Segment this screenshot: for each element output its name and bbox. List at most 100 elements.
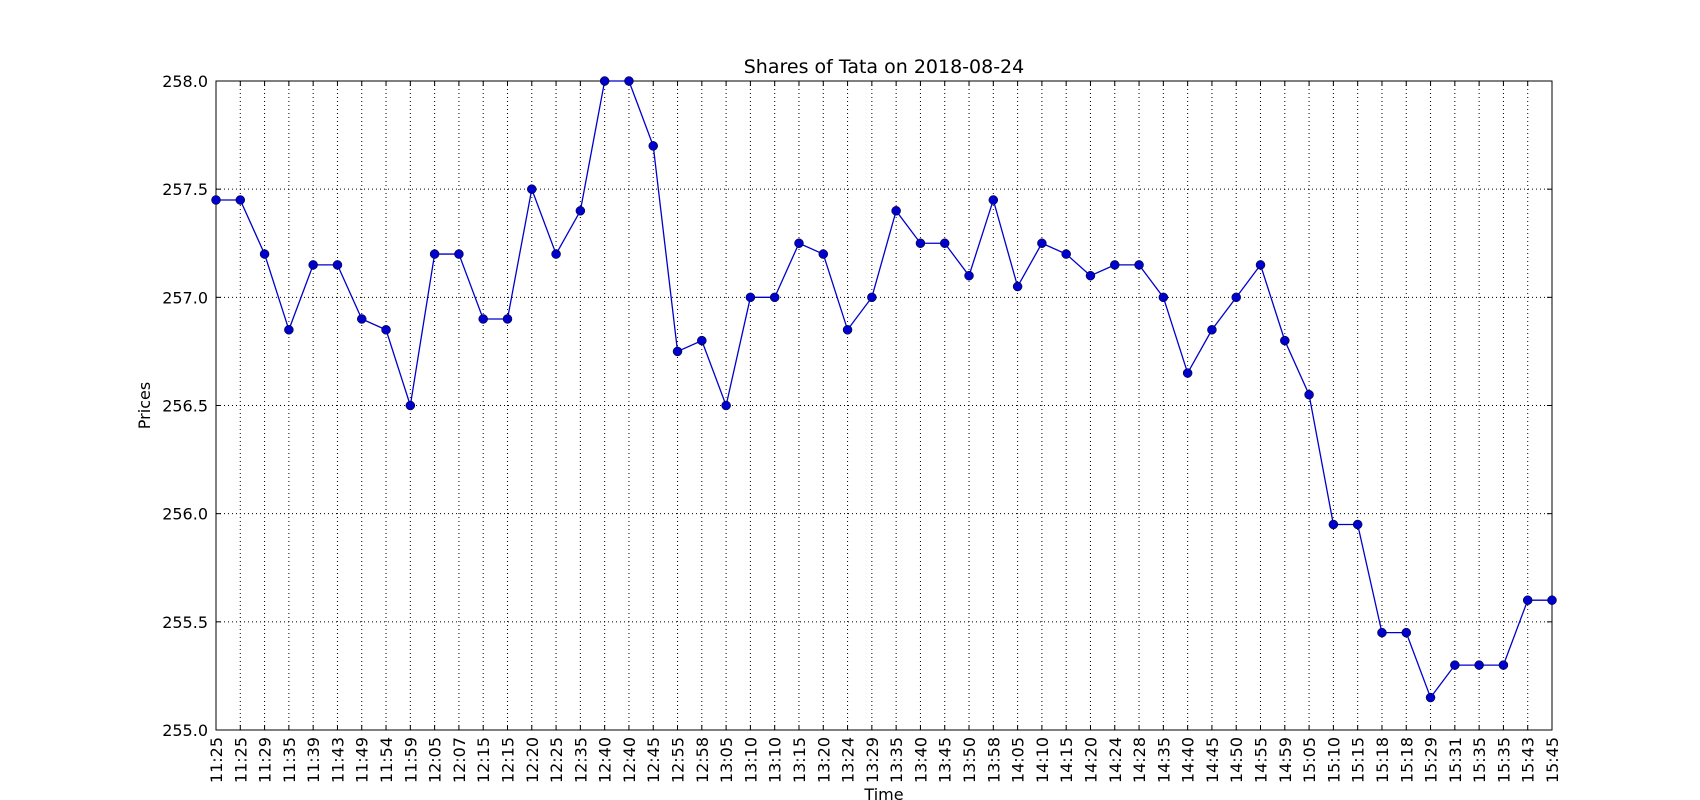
x-tick-label: 12:58 xyxy=(693,737,712,783)
x-tick-label: 14:50 xyxy=(1227,737,1246,783)
data-point xyxy=(1450,660,1460,670)
data-point xyxy=(454,249,464,259)
data-point xyxy=(697,335,707,346)
data-point xyxy=(1207,325,1217,335)
data-point xyxy=(624,76,634,86)
x-tick-label: 15:10 xyxy=(1324,737,1343,783)
x-tick-label: 14:55 xyxy=(1252,737,1271,783)
data-point xyxy=(939,238,950,248)
x-tick-label: 11:35 xyxy=(280,737,299,783)
x-tick-label: 15:35 xyxy=(1494,737,1513,783)
x-tick-label: 12:25 xyxy=(547,737,566,783)
data-point xyxy=(891,206,901,216)
x-tick-label: 13:35 xyxy=(887,737,906,783)
data-point xyxy=(1401,627,1412,638)
data-point xyxy=(332,260,343,270)
data-point xyxy=(1425,692,1436,703)
data-point xyxy=(381,325,391,335)
x-tick-label: 14:28 xyxy=(1130,737,1149,783)
x-tick-label: 11:25 xyxy=(231,737,250,783)
x-tick-label: 13:24 xyxy=(839,737,858,783)
x-tick-label: 12:20 xyxy=(523,737,542,783)
data-point xyxy=(1182,368,1193,378)
data-point xyxy=(915,238,926,248)
x-tick-label: 14:59 xyxy=(1276,737,1295,783)
y-tick-label: 258.0 xyxy=(162,72,208,91)
data-point xyxy=(769,292,780,303)
data-point xyxy=(405,400,416,411)
y-tick-label: 257.5 xyxy=(162,180,208,199)
data-point xyxy=(1352,519,1363,530)
data-point xyxy=(1061,249,1071,259)
x-tick-label: 12:15 xyxy=(498,737,517,783)
data-point xyxy=(1498,660,1509,670)
data-point xyxy=(988,195,999,205)
data-point xyxy=(721,400,731,411)
x-tick-label: 12:05 xyxy=(426,737,445,783)
data-point xyxy=(502,314,513,324)
x-tick-label: 15:31 xyxy=(1446,737,1465,783)
data-point xyxy=(1304,389,1314,400)
data-point xyxy=(1328,519,1339,530)
x-tick-label: 15:18 xyxy=(1397,737,1416,783)
data-point xyxy=(794,238,804,248)
x-tick-label: 11:49 xyxy=(353,737,372,783)
data-point xyxy=(1037,238,1047,248)
x-tick-label: 11:39 xyxy=(304,737,323,783)
y-tick-label: 255.5 xyxy=(162,613,208,632)
x-tick-label: 14:05 xyxy=(1009,737,1028,783)
x-tick-label: 13:29 xyxy=(863,737,882,783)
x-tick-label: 12:40 xyxy=(596,737,615,783)
x-tick-label: 13:45 xyxy=(936,737,955,783)
data-point xyxy=(1280,335,1290,346)
data-point xyxy=(1110,260,1120,270)
data-point xyxy=(429,249,440,259)
series xyxy=(211,76,1557,703)
data-point xyxy=(1377,627,1387,638)
x-tick-label: 13:50 xyxy=(960,737,979,783)
chart-title: Shares of Tata on 2018-08-24 xyxy=(744,56,1024,78)
data-point xyxy=(1255,260,1266,270)
y-tick-label: 255.0 xyxy=(162,721,208,740)
data-point xyxy=(1547,595,1557,605)
x-tick-label: 14:24 xyxy=(1106,737,1125,783)
data-point xyxy=(478,314,488,324)
x-tick-label: 15:18 xyxy=(1373,737,1392,783)
data-point xyxy=(551,249,561,259)
x-tick-label: 12:45 xyxy=(644,737,663,783)
x-tick-label: 11:54 xyxy=(377,737,396,783)
x-tick-label: 15:45 xyxy=(1543,737,1562,783)
x-tick-label: 15:43 xyxy=(1519,737,1538,783)
data-point xyxy=(867,292,877,303)
x-axis-label: Time xyxy=(863,785,903,800)
data-point xyxy=(356,314,367,324)
x-tick-label: 12:07 xyxy=(450,737,469,783)
data-point xyxy=(1522,595,1533,605)
data-point xyxy=(672,346,683,357)
x-tick-label: 15:35 xyxy=(1470,737,1489,783)
data-point xyxy=(599,76,610,86)
x-tick-label: 12:55 xyxy=(669,737,688,783)
x-tick-label: 14:40 xyxy=(1179,737,1198,783)
axis-ticks: 255.0 255.5 256.0 256.5 257.0 257.5 258.0 11:25… xyxy=(162,72,1562,783)
y-tick-label: 256.5 xyxy=(162,397,208,416)
x-tick-label: 14:15 xyxy=(1057,737,1076,783)
data-point xyxy=(259,249,270,259)
data-point xyxy=(1085,270,1096,281)
x-tick-label: 12:35 xyxy=(571,737,590,783)
y-axis-label: Prices xyxy=(135,382,154,429)
x-tick-label: 13:15 xyxy=(790,737,809,783)
data-point xyxy=(1158,292,1169,303)
data-point xyxy=(235,195,246,205)
data-point xyxy=(527,184,537,194)
x-tick-label: 14:20 xyxy=(1081,737,1100,783)
x-tick-label: 15:15 xyxy=(1349,737,1368,783)
x-tick-label: 13:05 xyxy=(717,737,736,783)
x-tick-label: 14:45 xyxy=(1203,737,1222,783)
x-tick-label: 14:35 xyxy=(1154,737,1173,783)
x-tick-label: 15:05 xyxy=(1300,737,1319,783)
data-point xyxy=(1474,660,1484,670)
